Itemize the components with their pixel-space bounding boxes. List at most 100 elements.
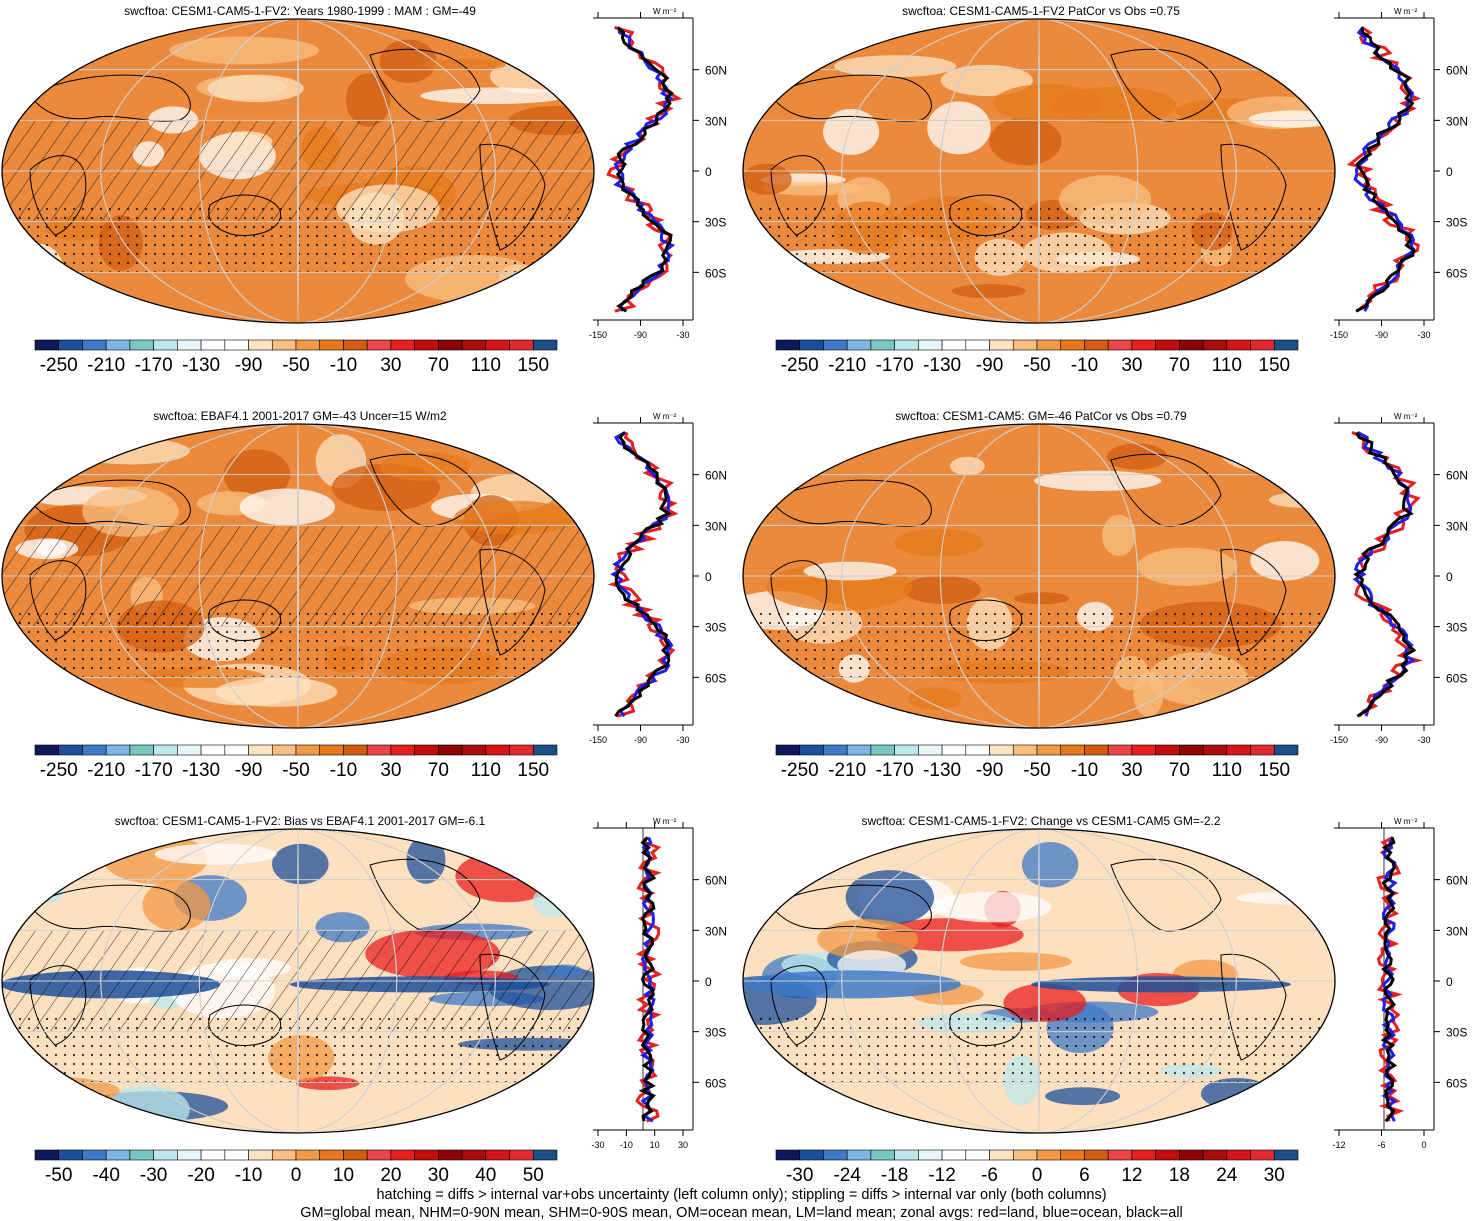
field-blob [1219,430,1319,473]
colorbar-swatch [941,339,967,351]
zonal-tick-label: -90 [1375,735,1388,745]
colorbar-swatch [1202,744,1228,756]
zonal-curve-all [614,431,672,718]
colorbar-swatch [823,1149,848,1161]
colorbar-label: 150 [1258,760,1291,781]
field-blob [743,440,830,453]
lat-tick-label: 60N [1446,469,1468,483]
colorbar-swatch [894,1149,919,1161]
stippling [2,1014,594,1083]
lat-tick-label: 30S [705,216,726,230]
colorbar-swatch [965,339,990,351]
field-blob [31,857,67,904]
field-blob [894,528,984,557]
field-blob [989,117,1062,166]
zonal-tick-label: -90 [634,330,647,340]
colorbar-label: -50 [282,760,310,781]
colorbar-swatch [461,339,487,351]
colorbar-labels: -250 -210 -170 -130 -90 -50 -10 30 70 110 150 [0,355,600,381]
field-blob [154,843,277,865]
colorbar-swatch [823,744,848,756]
field-blob [422,58,506,71]
colorbar-swatch [1226,1149,1251,1161]
colorbar-swatch [485,1149,510,1161]
colorbar-swatch [343,1149,368,1161]
zonal-average-plot: W m⁻² 60N 30N 0 30S 60S -150 -90 -30 [589,7,727,340]
field-blob [1003,983,1087,1022]
colorbar-swatch [343,744,368,756]
colorbar-swatch [1179,1149,1204,1161]
colorbar-swatch [918,1149,943,1161]
field-blob [743,163,792,195]
colorbar-swatch [1036,1149,1062,1161]
colorbar-swatch [1273,1149,1299,1161]
field-blob [379,39,437,84]
graticule-lon [297,829,299,1133]
colorbar-swatch [1060,1149,1085,1161]
zonal-unit: W m⁻² [653,817,677,826]
colorbar-label: -10 [1070,355,1099,376]
lat-tick-label: 30N [1446,114,1468,128]
colorbar-swatch [34,1149,60,1161]
colorbar-label: -250 [780,355,819,376]
colorbar-swatch [438,1149,463,1161]
colorbar-label: 150 [1258,355,1291,376]
colorbar-swatch [34,744,60,756]
stippling [2,204,594,273]
colorbar-swatch [1084,1149,1109,1161]
coastline [1220,953,1287,1061]
map-field [2,19,594,323]
colorbar-label: -40 [92,1165,120,1186]
map-field [743,19,1335,323]
map-border [1,828,595,1134]
colorbar-swatch [1250,1149,1275,1161]
field-blob [1021,841,1079,888]
field-blob [142,879,211,932]
footer-note-definitions: GM=global mean, NHM=0-90N mean, SHM=0-90… [300,1205,1183,1221]
colorbar-label: -50 [1023,760,1051,781]
zonal-tick-label: -30 [591,1140,604,1150]
field-blob [949,456,985,476]
colorbar-swatch [105,1149,131,1161]
zonal-curve-land [607,432,679,718]
field-blob [239,488,335,526]
lat-tick-label: 60S [1446,671,1467,685]
coastline [29,560,87,641]
colorbar-swatch [1131,339,1156,351]
colorbar-swatch [1155,1149,1180,1161]
graticule-lon [100,19,496,323]
coastline [369,858,481,932]
colorbar-swatch [1202,1149,1228,1161]
map-field [2,424,594,728]
lat-tick-label: 60N [1446,874,1468,888]
colorbar-swatch [1060,339,1085,351]
colorbar-swatch [775,339,801,351]
coastline [29,965,87,1046]
coastline [1110,858,1222,932]
colorbar-swatch [319,1149,344,1161]
colorbar-swatch [509,744,534,756]
colorbar-swatch [1084,744,1109,756]
colorbar-label: 40 [475,1165,497,1186]
field-blob [532,885,577,917]
map-and-zonal: W m⁻² 60N 30N 0 30S 60S -12 -6 0 [742,817,1468,1161]
map-border [742,423,1336,729]
colorbar-label: -10 [234,1165,263,1186]
colorbar-label: -210 [828,355,867,376]
colorbar-swatch [295,744,321,756]
lat-tick-label: 30N [705,114,727,128]
colorbar-swatch [1036,744,1062,756]
field-blob [833,55,957,78]
colorbar-swatch [894,744,919,756]
colorbar-labels: -30 -24 -18 -12 -6 0 6 12 18 24 30 [741,1165,1341,1191]
colorbar-swatch [1012,744,1038,756]
colorbar-label: -50 [1023,355,1051,376]
colorbar-swatch [509,1149,534,1161]
colorbar-label: 110 [1211,355,1242,376]
field-blob [817,919,918,960]
field-blob [346,73,391,127]
lat-tick-label: 30N [1446,519,1468,533]
colorbar-label: -250 [780,760,819,781]
coastline [770,965,828,1046]
colorbar-label: -170 [134,760,173,781]
